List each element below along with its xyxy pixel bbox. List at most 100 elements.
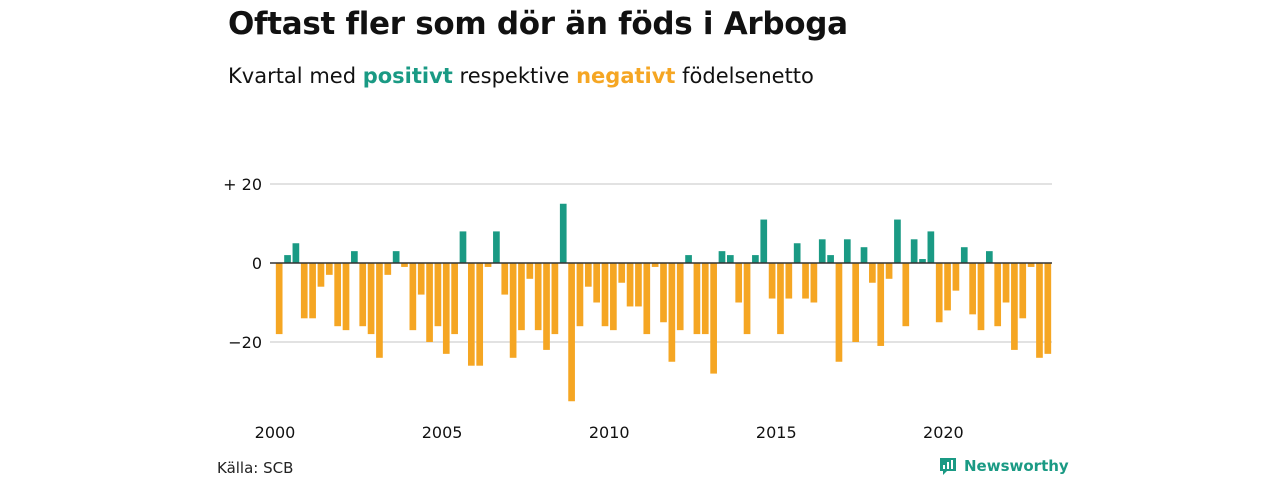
- subtitle-suffix: födelsenetto: [682, 64, 814, 88]
- bar: [292, 243, 300, 263]
- bar: [451, 263, 458, 335]
- bar: [334, 263, 342, 327]
- bar: [885, 263, 893, 279]
- bar: [593, 263, 601, 303]
- bar: [668, 263, 676, 362]
- newsworthy-logo-icon: [940, 458, 956, 475]
- bar: [626, 263, 634, 307]
- bar: [768, 263, 776, 299]
- bar: [869, 263, 876, 283]
- subtitle-negative: negativt: [576, 64, 676, 88]
- bar: [484, 263, 492, 267]
- subtitle-positive: positivt: [362, 64, 453, 88]
- bar: [342, 263, 350, 331]
- bar: [635, 263, 642, 307]
- bar: [660, 263, 667, 323]
- bar: [551, 263, 559, 335]
- bar: [534, 263, 542, 331]
- x-tick-label: 2005: [422, 423, 463, 442]
- chart-subtitle: Kvartal med positivt respektive negativt…: [228, 64, 814, 88]
- y-tick-label: + 20: [223, 175, 262, 194]
- x-axis-ticks: 2000 2005 2010 2015 2020: [255, 423, 964, 442]
- bar: [476, 263, 484, 366]
- bar: [969, 263, 976, 315]
- bar: [693, 263, 701, 335]
- bar: [526, 263, 534, 279]
- bar: [1002, 263, 1010, 303]
- bar: [910, 239, 918, 263]
- bar: [1019, 263, 1027, 319]
- bar: [743, 263, 751, 335]
- bar: [827, 255, 834, 263]
- y-tick-label: −20: [228, 333, 262, 352]
- bar: [584, 263, 592, 287]
- bar: [509, 263, 517, 358]
- bar: [401, 263, 408, 267]
- bar: [643, 263, 651, 335]
- bar: [601, 263, 609, 327]
- bar: [718, 251, 726, 263]
- bar: [676, 263, 684, 331]
- bar: [710, 263, 717, 374]
- bar: [919, 259, 926, 263]
- bar: [384, 263, 392, 275]
- bar: [1044, 263, 1052, 354]
- bar: [284, 255, 291, 263]
- bar: [944, 263, 951, 311]
- bar: [459, 231, 467, 263]
- bar: [501, 263, 509, 295]
- bar: [952, 263, 960, 291]
- bar: [802, 263, 809, 299]
- bar: [568, 263, 575, 402]
- bar: [701, 263, 709, 335]
- bar: [317, 263, 325, 287]
- bar: [417, 263, 425, 295]
- x-tick-label: 2010: [589, 423, 630, 442]
- newsworthy-brand[interactable]: Newsworthy: [938, 456, 1069, 476]
- bar: [493, 231, 500, 263]
- bar: [785, 263, 793, 299]
- bar: [685, 255, 692, 263]
- bar: [651, 263, 659, 267]
- bar: [977, 263, 985, 331]
- bar: [935, 263, 943, 323]
- y-tick-label: 0: [252, 254, 262, 273]
- bar: [367, 263, 375, 335]
- bar: [860, 247, 868, 263]
- bar: [618, 263, 626, 283]
- bar: [752, 255, 759, 263]
- subtitle-prefix: Kvartal med: [228, 64, 357, 88]
- bar: [1011, 263, 1018, 350]
- bar: [409, 263, 417, 331]
- x-tick-label: 2000: [255, 423, 296, 442]
- bar: [359, 263, 367, 327]
- bar: [1027, 263, 1035, 267]
- x-tick-label: 2015: [756, 423, 797, 442]
- bar: [300, 263, 308, 319]
- bar: [843, 239, 851, 263]
- bar: [994, 263, 1002, 327]
- bar: [442, 263, 450, 354]
- bar: [434, 263, 442, 327]
- bar: [543, 263, 550, 350]
- bar: [559, 203, 567, 263]
- x-tick-label: 2020: [923, 423, 964, 442]
- bar: [1036, 263, 1043, 358]
- bar: [777, 263, 784, 335]
- bars: [275, 203, 1052, 402]
- chart-title: Oftast fler som dör än föds i Arboga: [228, 6, 848, 42]
- bar: [309, 263, 316, 319]
- bar: [852, 263, 860, 342]
- bar: [877, 263, 885, 346]
- bar: [426, 263, 433, 342]
- bar: [960, 247, 968, 263]
- subtitle-middle: respektive: [459, 64, 570, 88]
- bar: [610, 263, 617, 331]
- bar: [518, 263, 525, 331]
- bar: [392, 251, 400, 263]
- bar: [726, 255, 734, 263]
- bar: [760, 219, 768, 263]
- bar: [810, 263, 818, 303]
- bar: [894, 219, 901, 263]
- bar: [467, 263, 475, 366]
